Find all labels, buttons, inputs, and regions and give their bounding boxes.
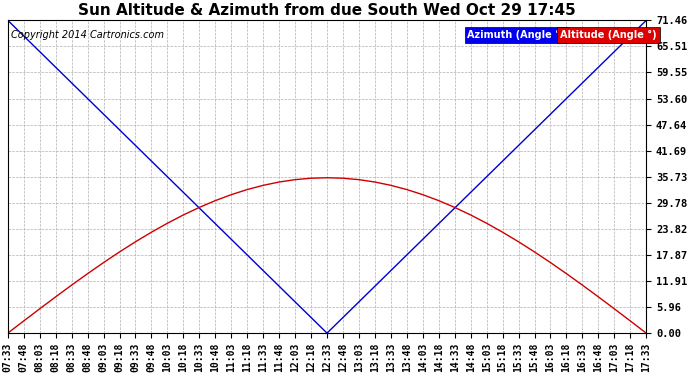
Text: Altitude (Angle °): Altitude (Angle °): [560, 30, 657, 40]
Text: Copyright 2014 Cartronics.com: Copyright 2014 Cartronics.com: [11, 30, 164, 40]
Title: Sun Altitude & Azimuth from due South Wed Oct 29 17:45: Sun Altitude & Azimuth from due South We…: [78, 3, 576, 18]
Text: Azimuth (Angle °): Azimuth (Angle °): [468, 30, 565, 40]
